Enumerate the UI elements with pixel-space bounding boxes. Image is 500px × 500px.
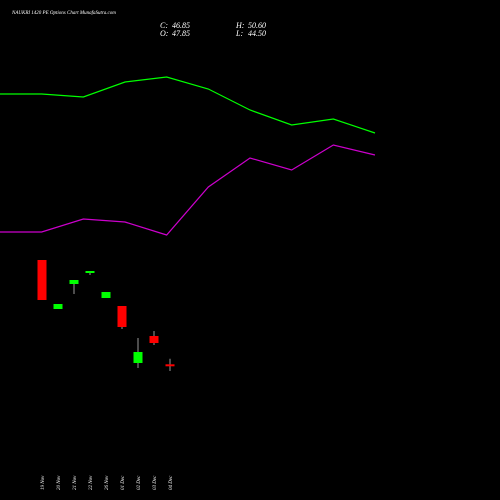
x-tick-label: 03 Dec <box>153 475 158 490</box>
line-series <box>0 144 376 236</box>
header-label: C: <box>160 21 168 30</box>
candle-body <box>69 280 79 284</box>
header-value: 47.85 <box>172 29 190 38</box>
header-label: H: <box>235 21 245 30</box>
candle-body <box>133 352 143 363</box>
x-tick-label: 21 Nov <box>73 475 78 490</box>
candle-body <box>37 260 47 300</box>
candle-body <box>53 304 63 309</box>
x-tick-label: 19 Nov <box>41 475 46 490</box>
x-tick-label: 04 Dec <box>169 475 174 490</box>
x-tick-label: 02 Dec <box>137 475 142 490</box>
header-value: 44.50 <box>248 29 266 38</box>
candle-body <box>117 306 127 327</box>
header-value: 46.85 <box>172 21 190 30</box>
header-label: O: <box>160 29 169 38</box>
candle-body <box>165 364 175 367</box>
chart-title: NAUKRI 1420 PE Options Chart MunafaSutra… <box>11 11 116 16</box>
x-tick-label: 01 Dec <box>121 475 126 490</box>
candle-body <box>149 336 159 343</box>
header-value: 50.60 <box>248 21 266 30</box>
line-series <box>0 76 376 134</box>
x-tick-label: 20 Nov <box>57 475 62 490</box>
header-label: L: <box>235 29 243 38</box>
candle-body <box>101 292 111 298</box>
candle-body <box>85 271 95 273</box>
x-tick-label: 26 Nov <box>105 475 110 490</box>
x-tick-label: 22 Nov <box>89 475 94 490</box>
